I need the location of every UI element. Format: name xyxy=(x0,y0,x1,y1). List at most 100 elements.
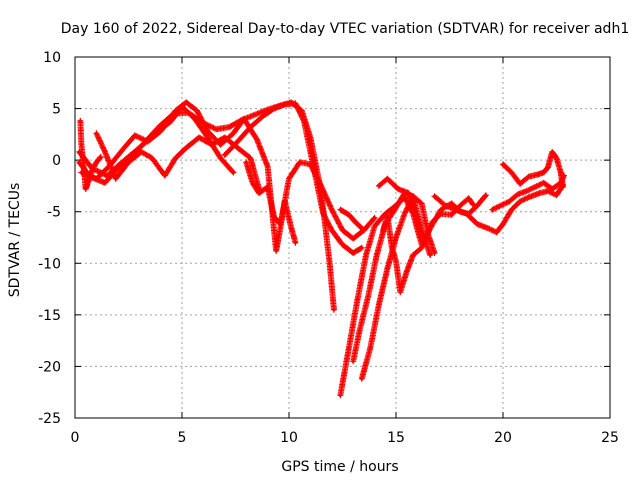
data-point xyxy=(390,245,394,249)
data-point xyxy=(430,220,434,224)
data-point xyxy=(394,259,398,263)
data-point xyxy=(499,203,503,208)
series-5 xyxy=(76,99,337,313)
data-point xyxy=(411,253,415,257)
series-14 xyxy=(431,181,566,236)
y-tick-label: -5 xyxy=(47,205,61,221)
data-point xyxy=(231,170,235,175)
data-point xyxy=(266,164,270,168)
y-axis-label: SDTVAR / TECUs xyxy=(7,183,23,298)
data-point xyxy=(278,225,283,229)
data-point xyxy=(141,142,146,146)
data-point xyxy=(546,165,550,169)
y-tick-label: -25 xyxy=(38,411,61,427)
data-point xyxy=(94,160,98,164)
data-point xyxy=(139,150,143,154)
data-point xyxy=(554,193,559,197)
data-point xyxy=(266,185,270,189)
data-point xyxy=(507,199,512,203)
data-point xyxy=(373,216,377,220)
data-area xyxy=(76,99,567,399)
data-point xyxy=(129,156,133,160)
data-point xyxy=(171,112,176,116)
data-point xyxy=(542,181,546,185)
data-point xyxy=(257,191,261,195)
y-tick-labels: -25 -20 -15 -10 -5 0 5 10 xyxy=(38,50,61,427)
x-tick-label: 25 xyxy=(601,430,619,446)
data-point xyxy=(509,170,514,175)
data-point xyxy=(103,150,107,154)
data-point xyxy=(546,189,550,193)
x-tick-label: 15 xyxy=(387,430,405,446)
data-point xyxy=(554,156,559,160)
data-point xyxy=(467,196,471,200)
data-point xyxy=(428,253,432,257)
data-point xyxy=(283,102,287,107)
data-point xyxy=(450,201,454,206)
data-point xyxy=(368,346,372,350)
data-point xyxy=(486,226,490,230)
data-point xyxy=(420,201,424,206)
data-point xyxy=(78,119,82,123)
data-point xyxy=(287,177,291,181)
data-point xyxy=(195,109,199,113)
data-point xyxy=(321,212,325,216)
data-point xyxy=(332,308,336,312)
data-point xyxy=(405,269,409,274)
data-point xyxy=(527,175,531,179)
data-point xyxy=(223,153,227,157)
x-tick-label: 20 xyxy=(494,430,512,446)
data-point xyxy=(364,253,368,257)
data-point xyxy=(377,184,381,188)
data-point xyxy=(375,253,379,257)
data-point xyxy=(116,166,120,170)
data-point xyxy=(559,170,563,175)
data-point xyxy=(248,156,253,160)
data-point xyxy=(509,208,514,212)
data-point xyxy=(79,143,84,147)
data-point xyxy=(210,143,214,147)
data-point xyxy=(201,121,205,125)
series-12 xyxy=(375,175,476,244)
data-point xyxy=(501,222,505,226)
data-point xyxy=(432,251,437,255)
data-point xyxy=(439,212,443,216)
data-point xyxy=(366,294,370,298)
data-point xyxy=(471,202,475,207)
y-tick-label: 5 xyxy=(52,102,61,118)
data-point xyxy=(94,131,98,135)
data-point xyxy=(114,177,118,181)
data-point xyxy=(360,246,364,250)
x-axis-label: GPS time / hours xyxy=(281,459,398,475)
data-point xyxy=(184,146,188,150)
data-point xyxy=(289,225,293,229)
data-point xyxy=(351,236,355,241)
data-point xyxy=(99,155,103,159)
data-point xyxy=(293,241,298,245)
data-point xyxy=(518,199,522,203)
data-point xyxy=(360,377,364,381)
y-tick-label: 0 xyxy=(52,153,61,169)
data-point xyxy=(298,160,302,164)
data-point xyxy=(527,195,531,199)
data-point xyxy=(381,228,385,232)
data-point xyxy=(227,125,231,129)
data-point xyxy=(338,208,342,212)
y-tick-label: -10 xyxy=(38,256,61,272)
data-point xyxy=(351,359,355,363)
data-point xyxy=(443,203,447,208)
data-point xyxy=(347,213,351,217)
data-point xyxy=(415,218,419,222)
data-point xyxy=(253,113,257,117)
data-point xyxy=(338,393,342,397)
series-10 xyxy=(358,193,438,382)
data-point xyxy=(340,243,345,247)
data-point xyxy=(351,251,355,255)
grid-lines xyxy=(75,57,610,418)
data-point xyxy=(394,235,398,240)
data-point xyxy=(422,238,426,243)
data-point xyxy=(347,346,351,350)
data-point xyxy=(77,160,81,164)
